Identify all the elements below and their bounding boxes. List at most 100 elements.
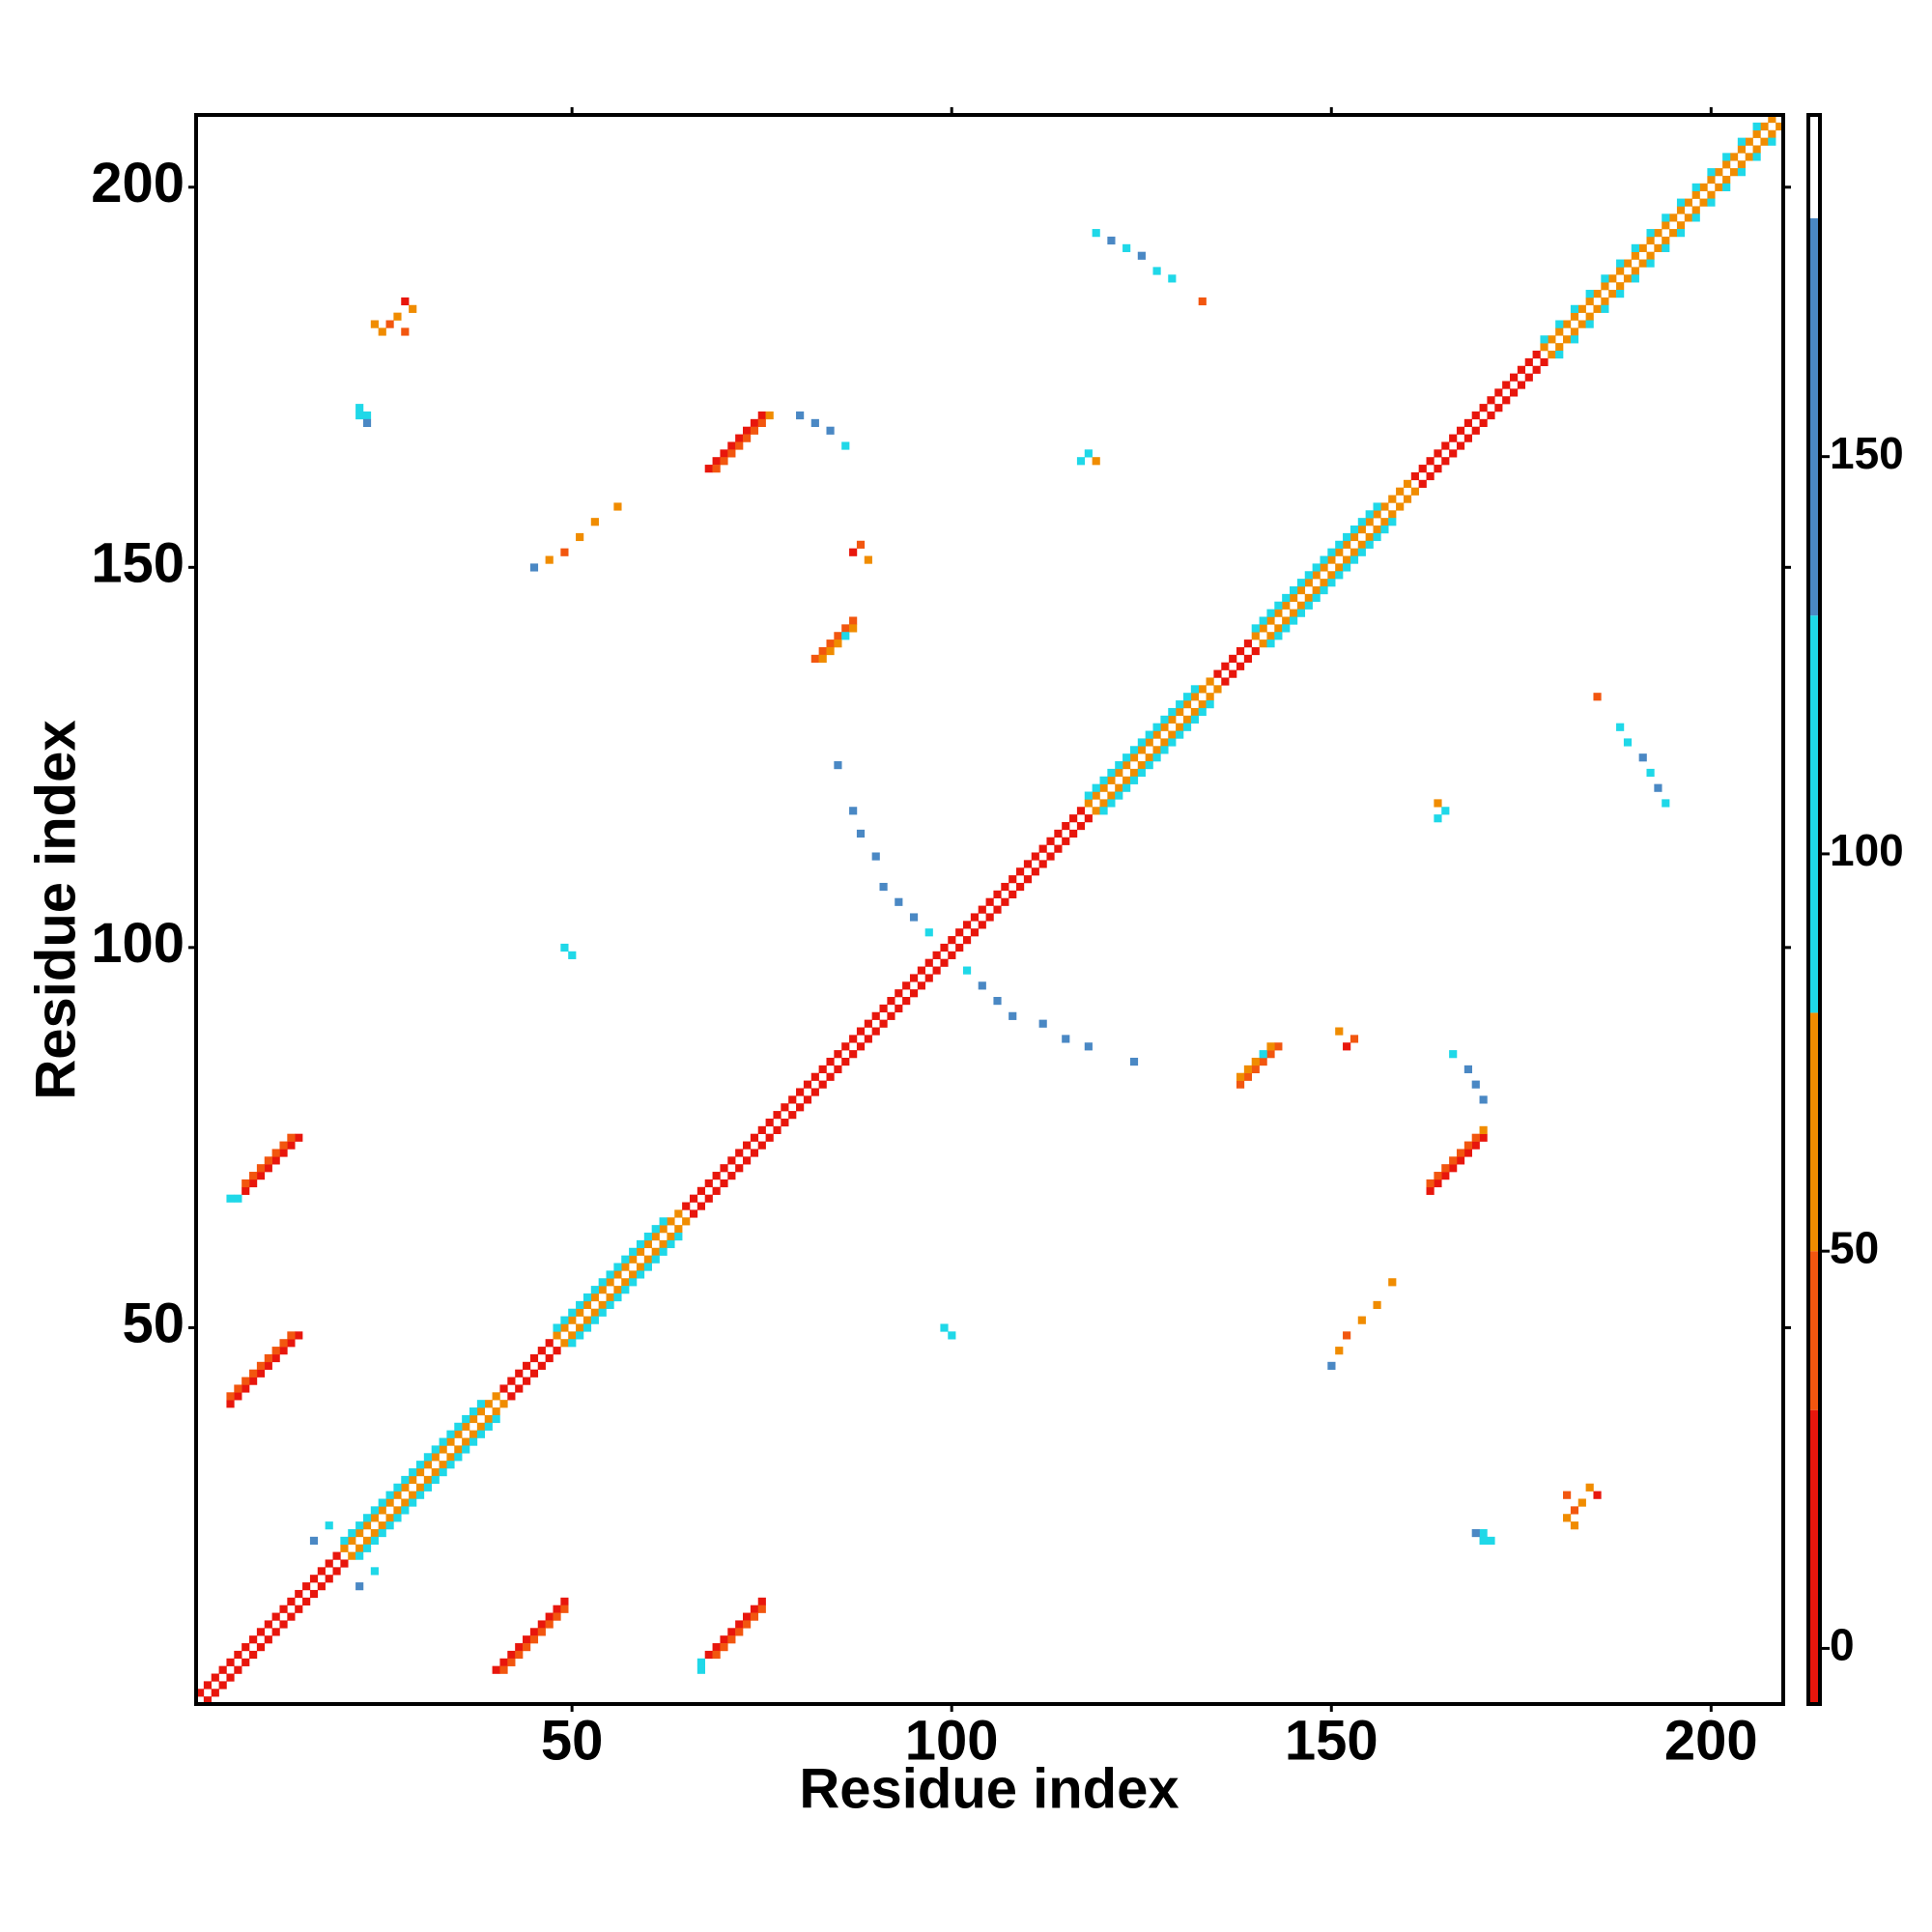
cell bbox=[1206, 693, 1214, 701]
cell bbox=[1441, 457, 1450, 466]
cell bbox=[1631, 274, 1639, 283]
cell bbox=[1084, 799, 1093, 808]
cell bbox=[1304, 601, 1313, 610]
cell bbox=[1494, 388, 1503, 397]
cell bbox=[651, 1247, 660, 1256]
cell bbox=[1555, 327, 1564, 336]
cell bbox=[1434, 465, 1442, 473]
cell bbox=[765, 1118, 774, 1127]
cell bbox=[1396, 487, 1405, 496]
cell bbox=[879, 1019, 888, 1028]
cell bbox=[1054, 844, 1063, 853]
cell bbox=[1441, 1164, 1450, 1173]
cell bbox=[1243, 1072, 1253, 1081]
cell bbox=[355, 1528, 364, 1538]
cell bbox=[735, 1620, 744, 1629]
cell bbox=[735, 434, 744, 442]
cell bbox=[887, 997, 895, 1006]
cell bbox=[1707, 190, 1716, 199]
cell bbox=[553, 1347, 561, 1355]
cell bbox=[340, 1559, 349, 1568]
cell bbox=[1266, 1050, 1275, 1059]
cell bbox=[1221, 677, 1230, 686]
cell bbox=[348, 1536, 356, 1546]
cell bbox=[1471, 1080, 1480, 1089]
cell bbox=[1410, 471, 1419, 481]
cell bbox=[781, 1118, 789, 1127]
cell bbox=[1479, 1133, 1488, 1142]
cell bbox=[401, 327, 410, 336]
cell bbox=[1616, 259, 1625, 268]
cell bbox=[696, 1665, 706, 1674]
cell bbox=[667, 1233, 675, 1241]
cell bbox=[1662, 213, 1670, 222]
cell bbox=[1145, 738, 1153, 747]
cell bbox=[932, 966, 941, 975]
cell bbox=[476, 1400, 486, 1408]
cell bbox=[1236, 1072, 1245, 1081]
cell bbox=[1190, 685, 1199, 694]
x-tick-label: 150 bbox=[1285, 1709, 1378, 1772]
cell bbox=[529, 1635, 539, 1644]
cell bbox=[643, 1255, 652, 1264]
cell bbox=[1585, 1483, 1594, 1492]
cell bbox=[378, 327, 386, 336]
cell bbox=[287, 1612, 296, 1621]
cell bbox=[348, 1528, 356, 1538]
cell bbox=[242, 1384, 250, 1393]
cell bbox=[529, 1628, 539, 1636]
cell bbox=[1441, 441, 1450, 450]
cell bbox=[1707, 198, 1716, 207]
cell bbox=[818, 646, 827, 656]
cell bbox=[841, 441, 850, 450]
cell bbox=[1646, 229, 1655, 238]
cell bbox=[1335, 540, 1344, 549]
cell bbox=[234, 1665, 242, 1674]
cell bbox=[378, 1506, 386, 1515]
cell bbox=[1009, 890, 1017, 898]
cell bbox=[1266, 616, 1275, 625]
cell bbox=[1654, 243, 1662, 252]
cell bbox=[1343, 540, 1351, 549]
cell bbox=[1471, 1528, 1480, 1538]
cell bbox=[211, 1673, 219, 1682]
cell bbox=[1290, 616, 1298, 625]
cell bbox=[924, 958, 933, 967]
cell bbox=[234, 1384, 242, 1393]
cell bbox=[1456, 426, 1465, 435]
cell bbox=[948, 951, 956, 959]
cell bbox=[606, 1278, 614, 1287]
cell bbox=[750, 426, 759, 435]
cell bbox=[727, 1172, 736, 1180]
cell bbox=[1062, 837, 1070, 845]
cell bbox=[1266, 609, 1275, 617]
cell bbox=[1418, 479, 1427, 488]
cell bbox=[1737, 168, 1746, 177]
cell bbox=[1601, 297, 1609, 306]
cell bbox=[810, 1088, 819, 1096]
cell bbox=[423, 1453, 432, 1462]
cell bbox=[1715, 168, 1723, 177]
cell bbox=[507, 1650, 516, 1660]
cell bbox=[1274, 601, 1283, 610]
cell bbox=[362, 411, 372, 420]
cell bbox=[1760, 122, 1769, 131]
cell bbox=[712, 1650, 721, 1660]
cell bbox=[1266, 632, 1275, 640]
cell bbox=[439, 1445, 447, 1454]
cell bbox=[309, 1589, 319, 1599]
cell bbox=[1456, 441, 1465, 450]
cell bbox=[834, 1065, 842, 1074]
cell bbox=[818, 1065, 827, 1074]
cell bbox=[1570, 1521, 1579, 1530]
cell bbox=[1388, 1278, 1397, 1287]
cell bbox=[704, 1194, 713, 1203]
cell bbox=[523, 1643, 531, 1652]
cell bbox=[727, 441, 736, 450]
cell bbox=[355, 1544, 364, 1552]
cell bbox=[629, 1278, 638, 1287]
cell bbox=[249, 1172, 258, 1180]
cell bbox=[1251, 632, 1260, 640]
cell bbox=[1707, 175, 1716, 185]
cell bbox=[302, 1582, 311, 1591]
